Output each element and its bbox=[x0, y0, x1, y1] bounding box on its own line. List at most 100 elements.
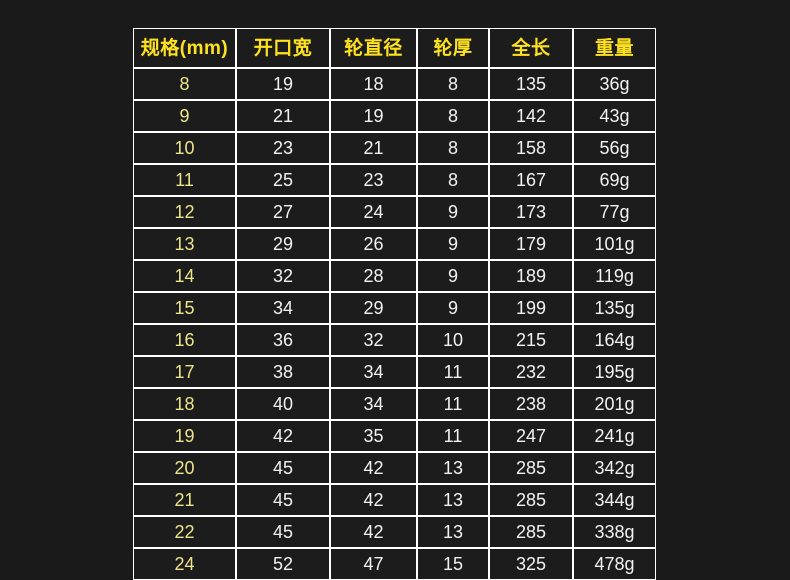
cell-spec: 8 bbox=[133, 68, 236, 100]
cell-jaw-width: 23 bbox=[236, 132, 330, 164]
cell-wheel-thickness: 9 bbox=[417, 228, 489, 260]
cell-wheel-diameter: 47 bbox=[330, 548, 417, 580]
cell-total-length: 232 bbox=[489, 356, 573, 388]
cell-spec: 9 bbox=[133, 100, 236, 132]
cell-weight: 56g bbox=[573, 132, 656, 164]
cell-spec: 17 bbox=[133, 356, 236, 388]
cell-weight: 101g bbox=[573, 228, 656, 260]
table-row: 15 34 29 9 199 135g bbox=[133, 292, 656, 324]
cell-wheel-thickness: 13 bbox=[417, 516, 489, 548]
cell-wheel-diameter: 23 bbox=[330, 164, 417, 196]
cell-weight: 241g bbox=[573, 420, 656, 452]
cell-jaw-width: 45 bbox=[236, 452, 330, 484]
cell-total-length: 247 bbox=[489, 420, 573, 452]
table-row: 24 52 47 15 325 478g bbox=[133, 548, 656, 580]
cell-total-length: 325 bbox=[489, 548, 573, 580]
cell-total-length: 173 bbox=[489, 196, 573, 228]
cell-wheel-diameter: 19 bbox=[330, 100, 417, 132]
cell-spec: 19 bbox=[133, 420, 236, 452]
column-header-total-length: 全长 bbox=[489, 28, 573, 68]
table-row: 19 42 35 11 247 241g bbox=[133, 420, 656, 452]
cell-wheel-thickness: 9 bbox=[417, 292, 489, 324]
cell-total-length: 135 bbox=[489, 68, 573, 100]
column-header-spec: 规格(mm) bbox=[133, 28, 236, 68]
column-header-weight: 重量 bbox=[573, 28, 656, 68]
cell-total-length: 167 bbox=[489, 164, 573, 196]
cell-total-length: 285 bbox=[489, 484, 573, 516]
table-row: 8 19 18 8 135 36g bbox=[133, 68, 656, 100]
table-row: 12 27 24 9 173 77g bbox=[133, 196, 656, 228]
cell-jaw-width: 34 bbox=[236, 292, 330, 324]
column-header-wheel-thickness: 轮厚 bbox=[417, 28, 489, 68]
cell-weight: 119g bbox=[573, 260, 656, 292]
cell-wheel-thickness: 8 bbox=[417, 164, 489, 196]
cell-spec: 22 bbox=[133, 516, 236, 548]
cell-wheel-diameter: 35 bbox=[330, 420, 417, 452]
cell-total-length: 179 bbox=[489, 228, 573, 260]
table-body: 8 19 18 8 135 36g 9 21 19 8 142 43g 10 23 21 8 158 56g 11 2… bbox=[133, 68, 656, 580]
cell-jaw-width: 29 bbox=[236, 228, 330, 260]
cell-wheel-diameter: 24 bbox=[330, 196, 417, 228]
cell-wheel-thickness: 10 bbox=[417, 324, 489, 356]
cell-total-length: 215 bbox=[489, 324, 573, 356]
cell-spec: 20 bbox=[133, 452, 236, 484]
cell-spec: 14 bbox=[133, 260, 236, 292]
cell-spec: 11 bbox=[133, 164, 236, 196]
cell-wheel-thickness: 9 bbox=[417, 196, 489, 228]
table-row: 9 21 19 8 142 43g bbox=[133, 100, 656, 132]
cell-total-length: 158 bbox=[489, 132, 573, 164]
cell-weight: 195g bbox=[573, 356, 656, 388]
cell-jaw-width: 52 bbox=[236, 548, 330, 580]
cell-weight: 36g bbox=[573, 68, 656, 100]
cell-wheel-diameter: 29 bbox=[330, 292, 417, 324]
cell-weight: 69g bbox=[573, 164, 656, 196]
cell-total-length: 285 bbox=[489, 516, 573, 548]
cell-jaw-width: 45 bbox=[236, 516, 330, 548]
cell-weight: 135g bbox=[573, 292, 656, 324]
table-row: 14 32 28 9 189 119g bbox=[133, 260, 656, 292]
cell-wheel-diameter: 34 bbox=[330, 356, 417, 388]
table-row: 18 40 34 11 238 201g bbox=[133, 388, 656, 420]
table-row: 11 25 23 8 167 69g bbox=[133, 164, 656, 196]
cell-spec: 15 bbox=[133, 292, 236, 324]
cell-spec: 21 bbox=[133, 484, 236, 516]
cell-wheel-diameter: 21 bbox=[330, 132, 417, 164]
cell-wheel-thickness: 8 bbox=[417, 132, 489, 164]
cell-wheel-thickness: 11 bbox=[417, 356, 489, 388]
spec-table-container: 规格(mm) 开口宽 轮直径 轮厚 全长 重量 8 19 18 8 135 36g 9 21 1… bbox=[133, 28, 656, 580]
table-header-row: 规格(mm) 开口宽 轮直径 轮厚 全长 重量 bbox=[133, 28, 656, 68]
cell-spec: 16 bbox=[133, 324, 236, 356]
table-header: 规格(mm) 开口宽 轮直径 轮厚 全长 重量 bbox=[133, 28, 656, 68]
cell-jaw-width: 40 bbox=[236, 388, 330, 420]
cell-total-length: 199 bbox=[489, 292, 573, 324]
cell-jaw-width: 32 bbox=[236, 260, 330, 292]
cell-wheel-thickness: 8 bbox=[417, 68, 489, 100]
cell-wheel-thickness: 13 bbox=[417, 452, 489, 484]
cell-weight: 344g bbox=[573, 484, 656, 516]
cell-wheel-diameter: 42 bbox=[330, 516, 417, 548]
cell-jaw-width: 25 bbox=[236, 164, 330, 196]
cell-spec: 24 bbox=[133, 548, 236, 580]
cell-wheel-diameter: 42 bbox=[330, 484, 417, 516]
table-row: 10 23 21 8 158 56g bbox=[133, 132, 656, 164]
specification-table: 规格(mm) 开口宽 轮直径 轮厚 全长 重量 8 19 18 8 135 36g 9 21 1… bbox=[133, 28, 656, 580]
cell-spec: 12 bbox=[133, 196, 236, 228]
table-row: 17 38 34 11 232 195g bbox=[133, 356, 656, 388]
cell-spec: 13 bbox=[133, 228, 236, 260]
cell-spec: 10 bbox=[133, 132, 236, 164]
cell-wheel-thickness: 8 bbox=[417, 100, 489, 132]
cell-weight: 43g bbox=[573, 100, 656, 132]
cell-weight: 164g bbox=[573, 324, 656, 356]
cell-wheel-thickness: 9 bbox=[417, 260, 489, 292]
cell-total-length: 285 bbox=[489, 452, 573, 484]
cell-wheel-diameter: 26 bbox=[330, 228, 417, 260]
cell-wheel-thickness: 11 bbox=[417, 420, 489, 452]
cell-wheel-thickness: 15 bbox=[417, 548, 489, 580]
cell-weight: 478g bbox=[573, 548, 656, 580]
cell-wheel-thickness: 13 bbox=[417, 484, 489, 516]
cell-weight: 338g bbox=[573, 516, 656, 548]
cell-weight: 201g bbox=[573, 388, 656, 420]
column-header-wheel-diameter: 轮直径 bbox=[330, 28, 417, 68]
cell-jaw-width: 21 bbox=[236, 100, 330, 132]
cell-jaw-width: 27 bbox=[236, 196, 330, 228]
